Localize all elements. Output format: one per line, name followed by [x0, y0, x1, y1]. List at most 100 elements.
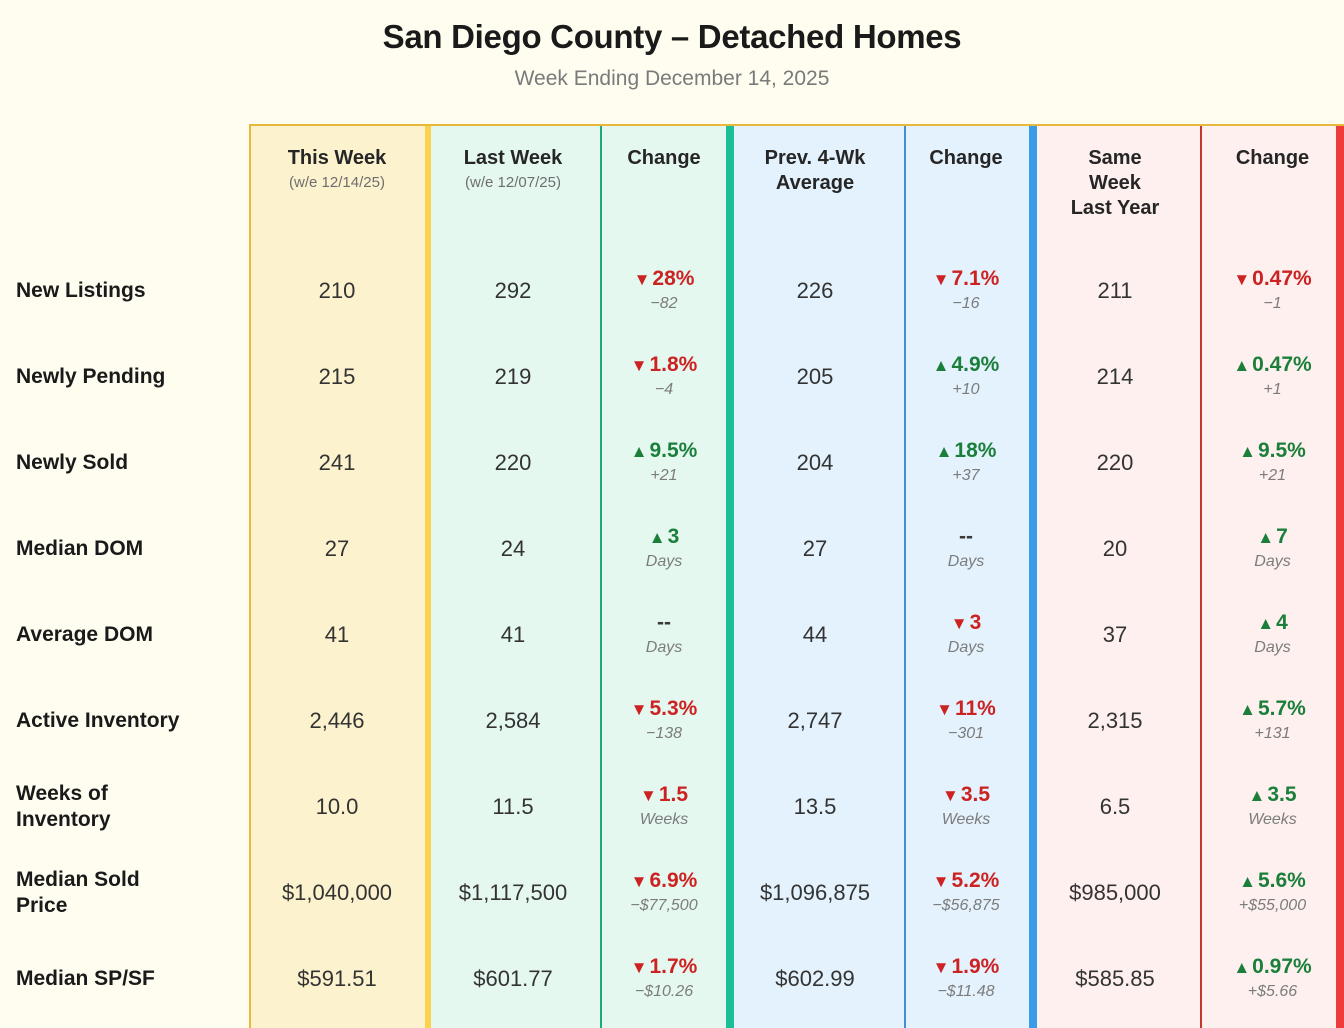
- table-row[interactable]: Newly Sold 241 220 ▲9.5% +21 204 ▲18% +37 220 ▲9.…: [0, 420, 1344, 506]
- header-label: Last Week: [463, 147, 563, 169]
- change-value: ▼1.8%: [630, 353, 698, 377]
- cell-last-week: $1,117,500: [425, 850, 601, 936]
- change-value: ▼0.47%: [1233, 267, 1312, 291]
- change-value: ▲0.97%: [1233, 955, 1312, 979]
- change-delta: Days: [645, 553, 683, 571]
- cell-prev-4wk: 226: [727, 248, 903, 334]
- table-row[interactable]: Average DOM 41 41 -- Days 44 ▼3 Days 37 ▲4 Days: [0, 592, 1344, 678]
- header-cell-prev-4wk: Prev. 4-Wk Average: [727, 124, 903, 248]
- table-row[interactable]: Median SP/SF $591.51 $601.77 ▼1.7% −$10.26 $6…: [0, 936, 1344, 1022]
- change-delta: −16: [952, 295, 980, 313]
- table-row[interactable]: Weeks of Inventory 10.0 11.5 ▼1.5 Weeks 13.5 ▼3…: [0, 764, 1344, 850]
- cell-this-week: 2,446: [249, 678, 425, 764]
- arrow-down-icon: ▼: [633, 270, 651, 290]
- arrow-down-icon: ▼: [1233, 270, 1251, 290]
- change-value: --: [657, 611, 671, 635]
- table-row[interactable]: Median Sold Price $1,040,000 $1,117,500 ▼6.9…: [0, 850, 1344, 936]
- metric-value: 204: [796, 449, 834, 475]
- metric-value: $1,117,500: [458, 879, 568, 905]
- metric-value: 220: [1096, 449, 1134, 475]
- cell-prev-4wk: 27: [727, 506, 903, 592]
- table-row[interactable]: Median DOM 27 24 ▲3 Days 27 -- Days 20 ▲7 Days: [0, 506, 1344, 592]
- change-value: ▼1.9%: [932, 955, 1000, 979]
- change-delta: +131: [1254, 725, 1291, 743]
- row-label: Active Inventory: [16, 708, 180, 732]
- cell-change-4wk: ▲18% +37: [903, 420, 1029, 506]
- row-label-cell: Average DOM: [0, 592, 249, 678]
- cell-change-year: ▲5.7% +131: [1201, 678, 1344, 764]
- band-change-week: [602, 124, 726, 1028]
- change-delta: −$11.48: [937, 983, 995, 1001]
- cell-last-year: 2,315: [1029, 678, 1201, 764]
- row-label: New Listings: [16, 278, 146, 302]
- table-row[interactable]: Newly Pending 215 219 ▼1.8% −4 205 ▲4.9% +10 214…: [0, 334, 1344, 420]
- metric-value: 219: [494, 363, 532, 389]
- cell-change-4wk: ▼11% −301: [903, 678, 1029, 764]
- cell-last-week: 2,584: [425, 678, 601, 764]
- change-delta: Days: [947, 553, 985, 571]
- change-value: ▲4.9%: [932, 353, 1000, 377]
- table-row[interactable]: New Listings 210 292 ▼28% −82 226 ▼7.1% −16 211 ▼…: [0, 248, 1344, 334]
- cell-change-week: ▼1.5 Weeks: [601, 764, 727, 850]
- row-label-cell: Median SP/SF: [0, 936, 249, 1022]
- arrow-up-icon: ▲: [630, 442, 648, 462]
- cell-change-week: ▼28% −82: [601, 248, 727, 334]
- header-label: Change: [1235, 147, 1310, 169]
- arrow-down-icon: ▼: [950, 614, 968, 634]
- arrow-down-icon: ▼: [932, 958, 950, 978]
- arrow-down-icon: ▼: [630, 700, 648, 720]
- cell-last-week: 11.5: [425, 764, 601, 850]
- cell-change-year: ▼0.47% −1: [1201, 248, 1344, 334]
- change-value: ▲3.5: [1248, 783, 1297, 807]
- metric-value: 20: [1102, 535, 1128, 561]
- change-delta: −82: [650, 295, 678, 313]
- metric-value: 211: [1097, 277, 1133, 303]
- header-label: Change: [627, 147, 701, 169]
- metric-value: $985,000: [1069, 879, 1161, 905]
- change-delta: Days: [1254, 639, 1291, 657]
- arrow-up-icon: ▲: [1233, 356, 1251, 376]
- arrow-up-icon: ▲: [1257, 614, 1275, 634]
- change-delta: +21: [1258, 467, 1287, 485]
- cell-this-week: 210: [249, 248, 425, 334]
- change-value: ▲4: [1257, 611, 1288, 635]
- header-cell-last-year: Same Week Last Year: [1029, 124, 1201, 248]
- metric-value: 2,584: [485, 707, 541, 733]
- cell-change-4wk: -- Days: [903, 506, 1029, 592]
- cell-last-week: 292: [425, 248, 601, 334]
- row-label-cell: Newly Sold: [0, 420, 249, 506]
- cell-change-4wk: ▼3.5 Weeks: [903, 764, 1029, 850]
- row-label-cell: Weeks of Inventory: [0, 764, 249, 850]
- cell-prev-4wk: 205: [727, 334, 903, 420]
- cell-prev-4wk: $602.99: [727, 936, 903, 1022]
- change-value: ▼7.1%: [932, 267, 1000, 291]
- row-label-cell: Newly Pending: [0, 334, 249, 420]
- header-label: This Week: [287, 147, 387, 169]
- cell-this-week: 41: [249, 592, 425, 678]
- cell-prev-4wk: 204: [727, 420, 903, 506]
- data-rows-container: New Listings 210 292 ▼28% −82 226 ▼7.1% −16 211 ▼…: [0, 248, 1344, 1022]
- change-value: ▲9.5%: [630, 439, 698, 463]
- divider-teal-thin: [600, 124, 602, 1028]
- change-value: ▲7: [1257, 525, 1288, 549]
- change-delta: Days: [1254, 553, 1291, 571]
- change-delta: Days: [645, 639, 683, 657]
- table-header-row: This Week (w/e 12/14/25) Last Week (w/e …: [0, 124, 1344, 248]
- metric-value: 215: [318, 363, 356, 389]
- metrics-table: This Week (w/e 12/14/25) Last Week (w/e …: [0, 124, 1344, 1028]
- row-label-cell: New Listings: [0, 248, 249, 334]
- cell-this-week: 10.0: [249, 764, 425, 850]
- divider-blue-thin: [904, 124, 906, 1028]
- change-delta: Weeks: [1248, 811, 1297, 829]
- change-value: ▼1.7%: [630, 955, 698, 979]
- cell-change-4wk: ▼7.1% −16: [903, 248, 1029, 334]
- cell-prev-4wk: $1,096,875: [727, 850, 903, 936]
- cell-last-year: 211: [1029, 248, 1201, 334]
- change-delta: +1: [1263, 381, 1282, 399]
- table-body: This Week (w/e 12/14/25) Last Week (w/e …: [0, 124, 1344, 1022]
- report-header: San Diego County – Detached Homes Week E…: [0, 0, 1344, 91]
- cell-change-year: ▲9.5% +21: [1201, 420, 1344, 506]
- arrow-down-icon: ▼: [936, 700, 953, 720]
- table-row[interactable]: Active Inventory 2,446 2,584 ▼5.3% −138 2,747…: [0, 678, 1344, 764]
- arrow-up-icon: ▲: [1239, 872, 1256, 892]
